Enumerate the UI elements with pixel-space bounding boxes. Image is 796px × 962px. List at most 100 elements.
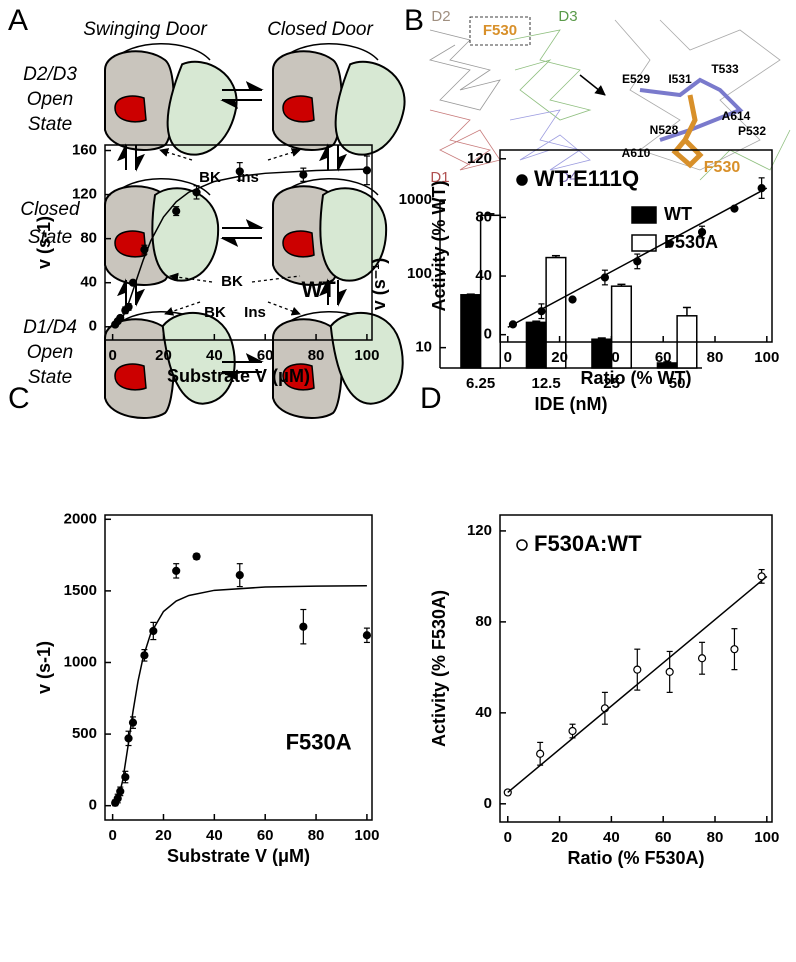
bar bbox=[460, 294, 482, 369]
y-tick-label: 120 bbox=[72, 186, 97, 203]
x-axis-label: Ratio (% WT) bbox=[581, 368, 692, 388]
bar bbox=[525, 321, 547, 369]
y-tick-label: 1000 bbox=[64, 653, 97, 670]
x-tick-label: 50 bbox=[669, 375, 686, 392]
plot-frame bbox=[499, 514, 773, 823]
column-header: Closed Door bbox=[267, 19, 373, 40]
x-axis-label: Substrate V (μM) bbox=[167, 846, 310, 866]
x-tick-label: 100 bbox=[754, 349, 779, 366]
residue-label: E529 bbox=[622, 72, 650, 86]
state-label: State bbox=[28, 227, 72, 248]
residue-label: T533 bbox=[711, 62, 739, 76]
x-tick-label: 12.5 bbox=[532, 375, 561, 392]
residue-label: F530 bbox=[704, 159, 741, 176]
x-tick-label: 60 bbox=[655, 829, 672, 846]
legend-marker bbox=[516, 174, 528, 186]
x-axis-label: Substrate V (μM) bbox=[167, 366, 310, 386]
x-axis-label: IDE (nM) bbox=[535, 394, 608, 414]
data-point bbox=[235, 571, 244, 580]
residue-label: I531 bbox=[668, 72, 692, 86]
x-tick-label: 20 bbox=[551, 829, 568, 846]
fit-line bbox=[507, 575, 768, 794]
data-point bbox=[362, 631, 372, 640]
y-tick-label: 100 bbox=[407, 265, 432, 282]
x-tick-label: 80 bbox=[707, 829, 724, 846]
x-tick-label: 60 bbox=[257, 827, 274, 844]
legend-marker bbox=[516, 539, 528, 551]
x-tick-label: 40 bbox=[206, 347, 223, 364]
legend-label: WT:E111Q bbox=[534, 166, 639, 191]
annotation: F530A bbox=[286, 730, 352, 755]
legend-swatch bbox=[631, 206, 657, 224]
state-label: Open bbox=[27, 342, 73, 363]
y-axis-label: Activity (% WT) bbox=[429, 180, 449, 311]
panel-label: D bbox=[420, 382, 442, 415]
data-point bbox=[299, 170, 308, 179]
data-point bbox=[172, 566, 181, 575]
domain-label: D3 bbox=[558, 8, 577, 25]
residue-label: N528 bbox=[650, 123, 679, 137]
panel-label: B bbox=[404, 4, 424, 37]
state-label: Open bbox=[27, 89, 73, 110]
y-tick-label: 120 bbox=[467, 150, 492, 167]
residue-label: A610 bbox=[622, 146, 651, 160]
y-tick-label: 0 bbox=[484, 795, 492, 812]
data-point bbox=[730, 645, 739, 654]
data-point bbox=[192, 552, 201, 561]
site-label: F530 bbox=[483, 22, 517, 39]
ligand-label: BK bbox=[204, 304, 226, 321]
x-tick-label: 0 bbox=[108, 347, 116, 364]
x-tick-label: 100 bbox=[354, 347, 379, 364]
bar bbox=[479, 214, 502, 369]
y-axis-label: v (s-1) bbox=[34, 216, 54, 269]
y-tick-label: 80 bbox=[475, 208, 492, 225]
fit-line bbox=[507, 187, 768, 329]
legend-label: WT bbox=[664, 204, 692, 224]
diagram: Swinging Door Closed Door D2/D3 Open Sta… bbox=[20, 19, 415, 419]
x-tick-label: 60 bbox=[655, 349, 672, 366]
data-point bbox=[633, 665, 642, 674]
residue-label: P532 bbox=[738, 124, 766, 138]
panel-label: C bbox=[8, 382, 30, 415]
data-point bbox=[697, 227, 707, 237]
x-tick-label: 40 bbox=[206, 827, 223, 844]
x-tick-label: 80 bbox=[707, 349, 724, 366]
x-tick-label: 20 bbox=[155, 347, 172, 364]
y-tick-label: 80 bbox=[80, 230, 97, 247]
panel-label: A bbox=[8, 4, 28, 37]
domain-label: D1 bbox=[430, 169, 449, 186]
enzyme bbox=[104, 177, 220, 286]
data-point bbox=[568, 726, 577, 736]
data-point bbox=[568, 295, 577, 304]
equilibrium-arrows bbox=[117, 81, 347, 381]
y-axis-label: Activity (% F530A) bbox=[429, 590, 449, 747]
ligand-label: Ins bbox=[244, 304, 266, 321]
y-tick-label: 0 bbox=[89, 797, 97, 814]
plot-frame bbox=[104, 144, 373, 341]
x-tick-label: 100 bbox=[754, 829, 779, 846]
y-axis-label: v (s-1) bbox=[34, 641, 54, 694]
residue-label: A614 bbox=[722, 109, 751, 123]
x-tick-label: 20 bbox=[155, 827, 172, 844]
y-tick-label: 1500 bbox=[64, 582, 97, 599]
y-tick-label: 1000 bbox=[399, 191, 432, 208]
column-header: Swinging Door bbox=[83, 19, 207, 40]
fit-line bbox=[112, 584, 367, 807]
data-point bbox=[362, 166, 372, 175]
y-tick-label: 160 bbox=[72, 141, 97, 158]
y-tick-label: 40 bbox=[475, 704, 492, 721]
y-tick-label: 10 bbox=[415, 339, 432, 356]
data-point bbox=[172, 207, 181, 216]
data-point bbox=[235, 167, 244, 176]
state-label: State bbox=[28, 367, 72, 388]
legend-label: F530A:WT bbox=[534, 531, 642, 556]
data-point bbox=[536, 749, 545, 758]
state-label: Closed bbox=[20, 199, 81, 220]
x-tick-label: 20 bbox=[551, 349, 568, 366]
y-tick-label: 120 bbox=[467, 522, 492, 539]
x-tick-label: 6.25 bbox=[466, 375, 495, 392]
y-tick-label: 80 bbox=[475, 613, 492, 630]
state-label: State bbox=[28, 114, 72, 135]
binding-arrows bbox=[159, 148, 301, 316]
